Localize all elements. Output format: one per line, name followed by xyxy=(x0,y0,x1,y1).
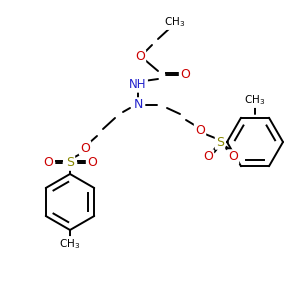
Text: N: N xyxy=(133,98,143,112)
Text: CH$_3$: CH$_3$ xyxy=(164,15,186,29)
Text: CH$_3$: CH$_3$ xyxy=(59,237,81,251)
Text: CH$_3$: CH$_3$ xyxy=(244,93,266,107)
Text: O: O xyxy=(180,68,190,82)
Text: O: O xyxy=(87,157,97,169)
Text: O: O xyxy=(228,151,238,164)
Text: S: S xyxy=(216,136,224,148)
Text: NH: NH xyxy=(129,79,147,92)
Text: O: O xyxy=(203,151,213,164)
Text: O: O xyxy=(135,50,145,64)
Text: S: S xyxy=(66,157,74,169)
Text: O: O xyxy=(195,124,205,136)
Text: O: O xyxy=(43,157,53,169)
Text: O: O xyxy=(80,142,90,154)
